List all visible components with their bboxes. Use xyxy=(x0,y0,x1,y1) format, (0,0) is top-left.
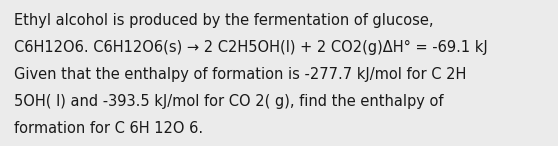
Text: formation for C 6H 12O 6.: formation for C 6H 12O 6. xyxy=(14,121,203,136)
Text: Given that the enthalpy of formation is -277.7 kJ/mol for C 2H: Given that the enthalpy of formation is … xyxy=(14,67,466,82)
Text: 5OH( l) and -393.5 kJ/mol for CO 2( g), find the enthalpy of: 5OH( l) and -393.5 kJ/mol for CO 2( g), … xyxy=(14,94,444,109)
Text: Ethyl alcohol is produced by the fermentation of glucose,: Ethyl alcohol is produced by the ferment… xyxy=(14,13,434,28)
Text: C6H12O6. C6H12O6(s) → 2 C2H5OH(l) + 2 CO2(g)ΔH° = -69.1 kJ: C6H12O6. C6H12O6(s) → 2 C2H5OH(l) + 2 CO… xyxy=(14,40,488,55)
